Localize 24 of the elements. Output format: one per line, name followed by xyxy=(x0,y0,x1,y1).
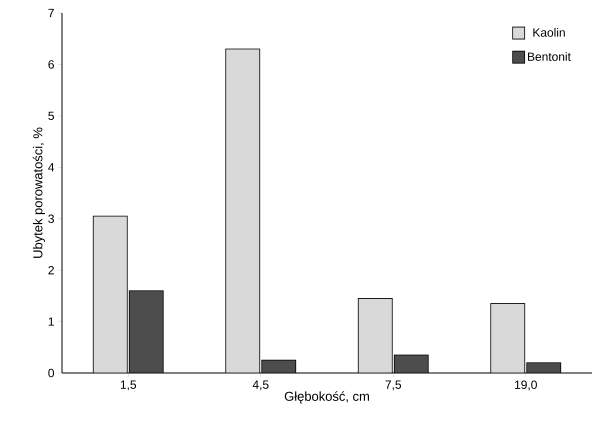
y-tick-label: 5 xyxy=(48,112,54,120)
y-tick-label: 2 xyxy=(48,266,54,274)
bar xyxy=(526,362,562,373)
x-tick-label: 7,5 xyxy=(386,380,402,390)
legend-label: Bentonit xyxy=(528,52,571,61)
x-tick-label: 1,5 xyxy=(120,380,136,390)
x-tick-label: 19,0 xyxy=(515,380,537,390)
bar xyxy=(225,48,260,373)
bar xyxy=(92,216,128,373)
y-tick-label: 7 xyxy=(48,8,54,18)
y-axis-title: Ubytek porowatości, % xyxy=(32,128,45,258)
bar xyxy=(490,303,526,373)
bar xyxy=(128,290,164,373)
x-axis-title: Głębokość, cm xyxy=(284,391,369,404)
y-tick-label: 1 xyxy=(48,317,54,326)
y-tick-label: 0 xyxy=(48,368,54,378)
bar xyxy=(358,298,393,373)
bar xyxy=(394,354,429,373)
y-tick-label: 3 xyxy=(48,214,54,223)
legend-label: Kaolin xyxy=(533,28,565,37)
y-tick-label: 4 xyxy=(48,163,54,172)
bar xyxy=(262,360,296,373)
x-tick-label: 4,5 xyxy=(252,380,269,390)
y-tick-label: 6 xyxy=(48,60,54,69)
